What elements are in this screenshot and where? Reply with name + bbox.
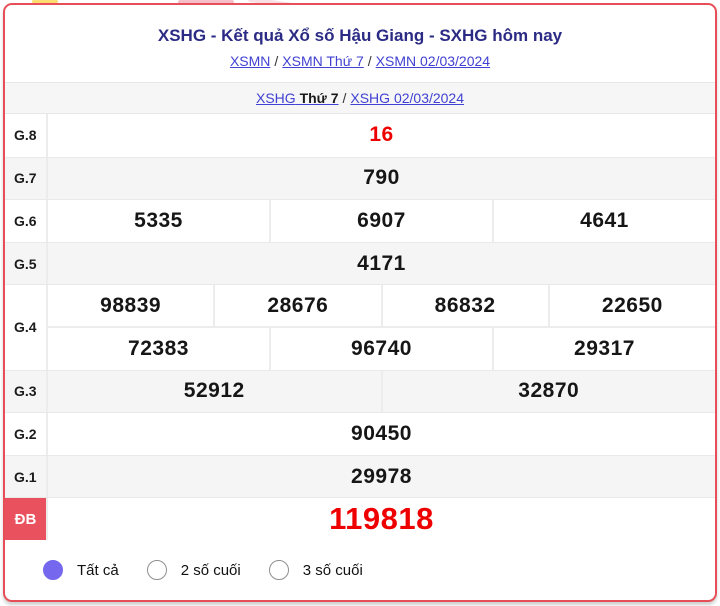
breadcrumb-link-xsmn[interactable]: XSMN <box>229 53 271 69</box>
prize-label: G.2 <box>5 413 48 455</box>
prize-number: 86832 <box>380 285 548 327</box>
prize-row-g8: G.8 16 <box>5 114 715 157</box>
prize-row-g2: G.2 90450 <box>5 412 715 455</box>
prize-row-content: 4171 <box>48 243 715 285</box>
prize-label: G.6 <box>5 200 48 242</box>
prize-number: 4171 <box>357 251 406 275</box>
prize-number: 4641 <box>492 200 715 242</box>
prize-number: 98839 <box>100 293 162 317</box>
prize-row-content: 119818 <box>48 498 715 540</box>
prize-label: G.7 <box>5 157 48 200</box>
prize-number: 119818 <box>329 501 434 537</box>
prize-subrow: 29978 <box>48 456 715 498</box>
radio-unselected-icon[interactable] <box>146 560 167 580</box>
prize-number: 6907 <box>269 200 492 242</box>
results-table: G.8 16 G.7 790 G.6 5335 6907 4641 G.5 4171 G.4 9883… <box>5 114 715 540</box>
station-breadcrumb: XSHG Thứ 7/XSHG 02/03/2024 <box>5 82 715 114</box>
lottery-result-card: XSHG - Kết quả Xổ số Hậu Giang - SXHG hô… <box>3 3 717 602</box>
prize-label: G.5 <box>5 242 48 285</box>
filter-option-last3[interactable]: 3 số cuối <box>268 560 363 580</box>
filter-option-label: 2 số cuối <box>180 561 241 579</box>
prize-row-content: 52912 32870 <box>48 370 716 413</box>
prize-row-content: 16 <box>48 114 715 157</box>
prize-subrow: 16 <box>48 114 715 157</box>
prize-subrow: 90450 <box>48 413 715 455</box>
filter-bar: Tất cả 2 số cuối 3 số cuối <box>5 540 715 600</box>
filter-option-label: 3 số cuối <box>302 561 363 579</box>
band-link-prefix: XSHG <box>255 90 296 106</box>
prize-subrow: 5335 6907 4641 <box>48 200 715 242</box>
prize-row-g5: G.5 4171 <box>5 241 715 285</box>
band-link-suffix: Thứ 7 <box>299 90 339 106</box>
prize-number: 16 <box>369 123 394 147</box>
prize-label: G.8 <box>5 114 48 157</box>
prize-row-g1: G.1 29978 <box>5 454 715 498</box>
prize-subrow: 52912 32870 <box>48 370 716 413</box>
radio-unselected-icon[interactable] <box>268 560 289 580</box>
prize-row-g4: G.4 98839 28676 86832 22650 72383 96740 29317 <box>5 284 715 370</box>
filter-option-all[interactable]: Tất cả <box>43 560 119 580</box>
prize-number: 28676 <box>213 285 380 327</box>
breadcrumb-link-xsmn-thu7[interactable]: XSMN Thứ 7 <box>282 53 364 69</box>
prize-number: 52912 <box>183 379 245 403</box>
prize-subrow: 72383 96740 29317 <box>48 326 715 370</box>
prize-row-g3: G.3 52912 32870 <box>5 369 716 413</box>
prize-row-content: 5335 6907 4641 <box>48 200 715 242</box>
filter-option-last2[interactable]: 2 số cuối <box>146 560 241 580</box>
prize-number: 96740 <box>269 328 492 370</box>
prize-subrow: 119818 <box>48 498 715 540</box>
prize-label: G.1 <box>5 455 48 498</box>
prize-label: ĐB <box>5 498 48 540</box>
prize-row-content: 790 <box>48 158 715 200</box>
breadcrumb-link-xsmn-date[interactable]: XSMN 02/03/2024 <box>375 53 491 69</box>
prize-row-đb: ĐB 119818 <box>5 497 715 540</box>
prize-subrow: 790 <box>48 158 715 200</box>
header: XSHG - Kết quả Xổ số Hậu Giang - SXHG hô… <box>5 5 715 82</box>
filter-option-label: Tất cả <box>77 561 119 579</box>
prize-row-content: 98839 28676 86832 22650 72383 96740 29317 <box>48 285 715 370</box>
breadcrumb-separator: / <box>367 53 372 69</box>
prize-row-g7: G.7 790 <box>5 156 715 200</box>
prize-number: 29317 <box>492 328 715 370</box>
prize-subrow: 98839 28676 86832 22650 <box>48 285 715 327</box>
prize-row-content: 29978 <box>48 456 715 498</box>
breadcrumb-separator: / <box>274 53 279 69</box>
prize-label: G.3 <box>5 370 48 413</box>
page-title: XSHG - Kết quả Xổ số Hậu Giang - SXHG hô… <box>157 26 563 45</box>
prize-number: 22650 <box>547 285 715 327</box>
prize-number: 5335 <box>134 208 183 232</box>
prize-number: 29978 <box>351 464 412 488</box>
prize-number: 32870 <box>380 370 716 413</box>
prize-label: G.4 <box>5 285 48 370</box>
breadcrumb: XSMN / XSMN Thứ 7/XSMN 02/03/2024 <box>5 53 715 69</box>
band-link-xshg-thu7[interactable]: XSHG Thứ 7 <box>256 90 339 106</box>
prize-number: 90450 <box>351 421 412 445</box>
prize-row-content: 90450 <box>48 413 715 455</box>
band-link-xshg-date[interactable]: XSHG 02/03/2024 <box>350 90 465 106</box>
radio-selected-icon[interactable] <box>43 560 63 580</box>
prize-number: 72383 <box>128 337 189 361</box>
prize-row-g6: G.6 5335 6907 4641 <box>5 199 715 242</box>
band-separator: / <box>342 90 347 106</box>
prize-number: 790 <box>363 166 400 190</box>
prize-subrow: 4171 <box>48 243 715 285</box>
